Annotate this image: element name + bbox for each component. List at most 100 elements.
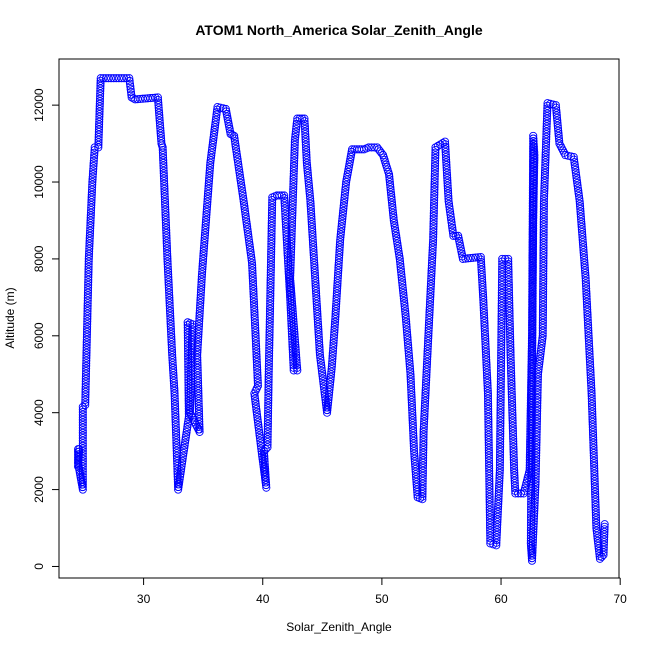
data-point [265,307,275,316]
data-point [197,278,206,287]
data-point [442,163,451,172]
data-point [508,406,517,415]
data-point [505,306,514,315]
data-point [266,284,275,293]
data-point [197,285,206,294]
data-point [425,308,434,317]
data-point [429,227,438,236]
data-point [553,121,562,130]
data-point [418,489,427,499]
data-point [429,230,438,239]
data-point [194,330,203,339]
data-point [287,245,296,254]
data-point [484,420,493,429]
data-point [289,164,298,173]
data-point [429,209,438,218]
data-point [194,397,203,406]
data-point [479,293,488,302]
data-point [85,236,94,246]
data-point [528,252,537,261]
data-point [485,464,494,473]
data-point [253,415,262,424]
data-point [287,289,296,298]
data-point [538,303,548,312]
data-point [528,196,537,205]
data-point [201,228,210,237]
data-point [266,299,275,308]
data-point [312,302,321,311]
data-point [292,358,301,367]
data-point [484,443,493,452]
data-point [529,234,538,243]
data-point [193,345,202,354]
data-point [529,229,538,238]
data-point [529,185,538,194]
data-point [89,161,98,171]
data-point [286,266,295,275]
data-point [528,201,537,211]
data-point [485,461,494,470]
data-point [532,456,541,465]
data-point [264,391,273,400]
data-point [195,314,204,323]
data-point [408,421,417,430]
data-point [554,134,564,143]
data-point [495,476,504,485]
data-point [509,455,518,464]
data-point [96,86,105,96]
data-point [89,159,98,168]
data-point [291,345,300,354]
data-point [291,133,300,142]
data-point [485,472,494,481]
data-point [539,217,548,226]
data-point [78,426,87,435]
data-point [528,268,537,277]
data-point [496,387,505,397]
data-point [303,171,313,180]
data-point [265,317,274,326]
data-point [581,281,591,291]
data-point [532,422,541,431]
data-point [576,210,585,219]
data-point [78,470,87,479]
data-point [288,203,297,212]
data-point [585,344,594,353]
data-point [306,197,315,206]
data-point [264,375,273,384]
data-point [288,216,297,225]
data-point [265,351,274,360]
data-point [581,268,590,278]
data-point [529,237,538,246]
data-point [336,235,345,244]
data-point [286,271,295,280]
data-point [206,158,215,167]
data-point [161,203,170,212]
data-point [168,356,177,365]
data-point [510,471,519,480]
data-point [496,437,505,446]
data-point [171,417,180,427]
data-point [277,191,286,200]
data-point [267,227,276,236]
data-point [315,350,324,360]
data-point [528,239,538,248]
data-point [497,338,506,347]
data-point [600,535,609,544]
data-point [252,350,261,359]
data-point [536,352,545,361]
data-point [388,206,397,215]
data-point [265,341,274,350]
data-point [430,177,439,186]
data-point [532,435,541,444]
data-point [184,415,193,424]
data-point [94,140,103,149]
data-point [183,320,192,330]
data-point [404,351,414,360]
data-point [166,309,175,318]
data-point [589,454,598,463]
data-point [528,344,537,353]
data-point [482,355,491,364]
data-point [307,215,316,224]
data-point [406,380,416,389]
data-point [529,232,538,241]
